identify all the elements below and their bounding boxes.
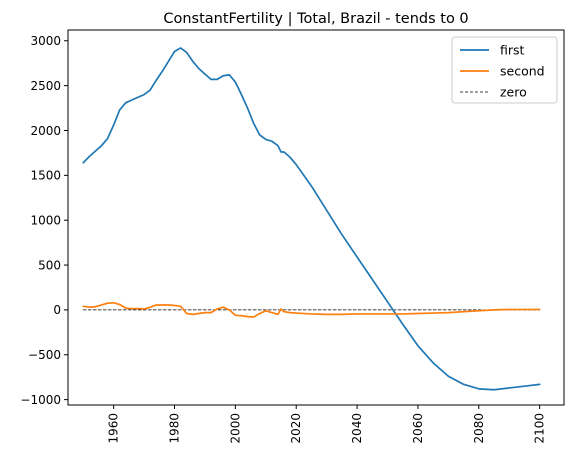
- x-tick-label: 1980: [168, 413, 182, 444]
- x-axis: 1960 1980 2000 2020 2040 2060 2080 2100: [107, 405, 547, 444]
- legend-label-zero: zero: [500, 85, 527, 100]
- legend-label-second: second: [500, 64, 545, 79]
- series-layer: [82, 47, 541, 391]
- y-axis: −1000 −500 0 500 1000 1500 2000 2500 3000: [20, 34, 68, 407]
- y-tick-label: 500: [38, 258, 61, 272]
- legend: first second zero: [451, 36, 558, 104]
- plot-frame: [67, 29, 565, 406]
- y-tick-label: 0: [53, 303, 61, 317]
- y-tick-label: 2500: [30, 79, 61, 93]
- y-tick-label: −1000: [20, 393, 61, 407]
- x-tick-label: 2060: [411, 413, 425, 444]
- legend-box: [451, 36, 558, 104]
- y-tick-label: 1000: [30, 213, 61, 227]
- x-tick-label: 2100: [533, 413, 547, 444]
- x-tick-label: 2080: [472, 413, 486, 444]
- x-tick-label: 2000: [228, 413, 242, 444]
- legend-label-first: first: [500, 43, 525, 58]
- chart-title: ConstantFertility | Total, Brazil - tend…: [163, 11, 468, 27]
- y-tick-label: −500: [28, 348, 61, 362]
- x-tick-label: 1960: [107, 413, 121, 444]
- series-line-second: [82, 301, 541, 318]
- y-tick-label: 2000: [30, 124, 61, 138]
- x-tick-label: 2040: [350, 413, 364, 444]
- x-tick-label: 2020: [289, 413, 303, 444]
- series-line-first: [82, 47, 541, 391]
- y-tick-label: 3000: [30, 34, 61, 48]
- y-tick-label: 1500: [30, 169, 61, 183]
